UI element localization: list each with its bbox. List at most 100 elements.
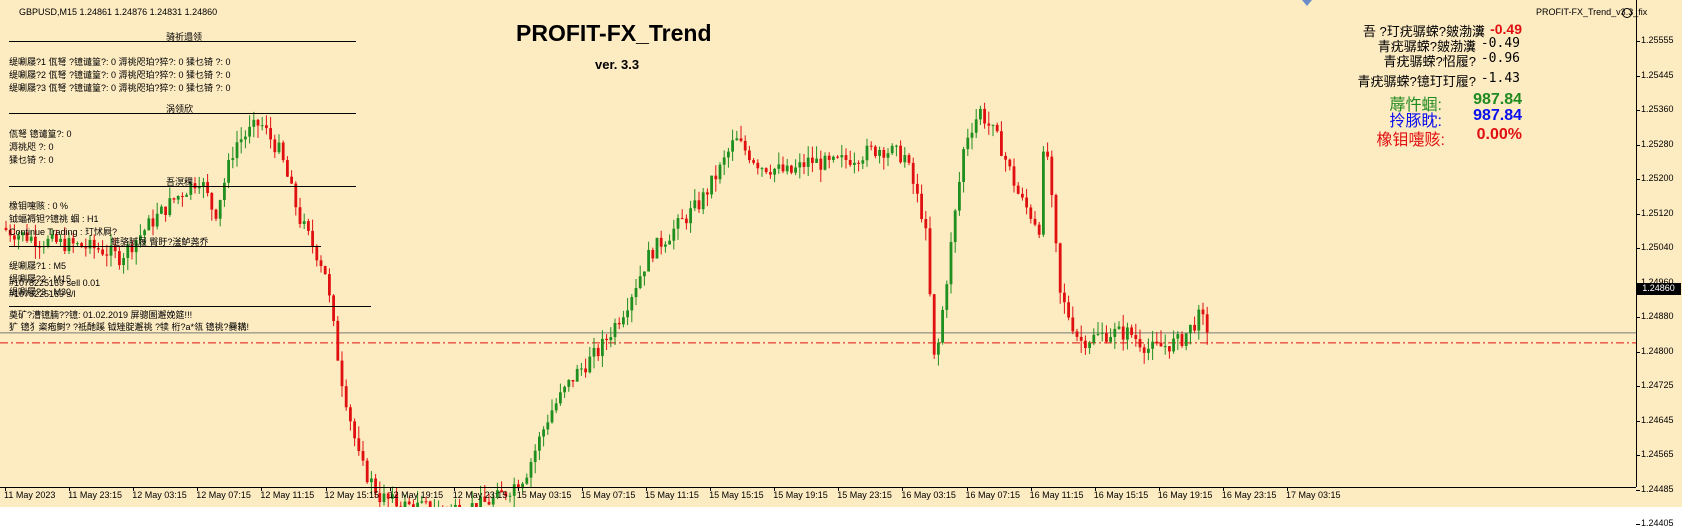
price-tick (1636, 214, 1640, 215)
candle (651, 248, 654, 263)
price-tick-label: 1.25120 (1641, 208, 1674, 219)
candle (668, 235, 671, 245)
candle (1013, 159, 1016, 193)
candle (882, 147, 885, 170)
candle (706, 188, 709, 206)
candle (1063, 284, 1066, 314)
candle (626, 298, 629, 325)
candle (546, 415, 549, 435)
candle (1172, 331, 1175, 354)
candle (916, 174, 919, 203)
candle (933, 294, 936, 359)
candle (966, 129, 969, 156)
candle (1143, 344, 1146, 364)
candle (1197, 305, 1200, 340)
candle (215, 209, 218, 221)
candle (1176, 331, 1179, 350)
time-tick-label: 12 May 11:15 (260, 490, 314, 501)
equity-value: 987.84 (1473, 107, 1522, 125)
candle (693, 189, 696, 211)
time-tick-label: 11 May 23:15 (68, 490, 122, 501)
candle (240, 127, 243, 153)
candle (672, 220, 675, 250)
candle (1164, 334, 1167, 354)
time-tick-label: 15 May 23:15 (837, 490, 892, 501)
candle (866, 139, 869, 167)
candle (1059, 243, 1062, 304)
candle (320, 255, 323, 272)
candle (1118, 321, 1121, 330)
price-tick (1636, 317, 1640, 318)
panel-row: 溽祧咫 ?: 0 (9, 142, 54, 153)
panel-row: 猱乜锜 ?: 0 (9, 155, 54, 166)
stoploss-label[interactable]: #1078225169 s/l (9, 289, 76, 300)
candle (156, 203, 159, 230)
candle (147, 215, 150, 231)
candle (311, 220, 314, 254)
candle (832, 156, 835, 163)
candle (101, 240, 104, 256)
panel-row: 缇唰屦?1 佤弩 ?镱谴篁?: 0 溽祧咫珀?猝?: 0 猱乜锜 ?: 0 (9, 57, 231, 68)
price-tick (1636, 490, 1640, 491)
smiley-icon[interactable] (1622, 8, 1632, 18)
price-tick-label: 1.24645 (1641, 415, 1674, 426)
price-tick-label: 1.24725 (1641, 380, 1674, 391)
candle (790, 165, 793, 174)
price-tick (1636, 145, 1640, 146)
account-r4-label: 青疣骣蝾?镱玎玎履? (1358, 71, 1476, 90)
candle (1097, 322, 1100, 336)
price-tick-label: 1.24880 (1641, 311, 1674, 322)
candle (903, 147, 906, 168)
candle (752, 158, 755, 165)
order-label[interactable]: #1078225169 sell 0.01 (9, 278, 100, 289)
candle (992, 124, 995, 136)
time-tick-label: 15 May 11:15 (645, 490, 699, 501)
candle (152, 209, 155, 235)
candle (1008, 158, 1011, 170)
candle (979, 106, 982, 125)
candle (1076, 329, 1079, 341)
indicator-title: PROFIT-FX_Trend (516, 20, 712, 47)
candle (1109, 328, 1112, 343)
candle (1042, 146, 1045, 237)
time-tick-label: 15 May 07:15 (581, 490, 636, 501)
candle (328, 268, 331, 302)
candle (122, 253, 125, 274)
candle (845, 148, 848, 168)
candle (975, 109, 978, 138)
candle (597, 344, 600, 361)
candle (269, 117, 272, 149)
price-tick (1636, 455, 1640, 456)
candle (1046, 142, 1049, 160)
panel-row: 橡钼嚏赅 : 0 % (9, 201, 68, 212)
candle (618, 317, 621, 329)
time-tick-label: 12 May 03:15 (132, 490, 187, 501)
panel-footer: 奠矿?漕镱腩??镱: 01.02.2019 屏骢圄邂娩筵!!! (9, 310, 192, 321)
panel-row: 钺蝠褥钽?镱祧 蝈 : H1 (9, 214, 99, 225)
candle (1050, 151, 1053, 208)
candle (929, 217, 932, 297)
price-axis-line (1636, 0, 1637, 487)
price-tick (1636, 76, 1640, 77)
price-tick (1636, 110, 1640, 111)
candle (1122, 315, 1125, 351)
candle (1151, 331, 1154, 360)
candle (647, 242, 650, 272)
candle (437, 500, 440, 507)
candle (962, 147, 965, 193)
candle (744, 135, 747, 155)
candle (534, 444, 537, 473)
symbol-header: GBPUSD,M15 1.24861 1.24876 1.24831 1.248… (19, 7, 217, 18)
panel-row: 缇唰屦?3 佤弩 ?镱谴篁?: 0 溽祧咫珀?猝?: 0 猱乜锜 ?: 0 (9, 83, 231, 94)
candle (1000, 121, 1003, 156)
candle (681, 209, 684, 219)
candle (173, 198, 176, 204)
time-tick-label: 12 May 19:15 (389, 490, 444, 501)
shift-marker-icon[interactable] (1302, 0, 1312, 6)
chart-window[interactable]: GBPUSD,M15 1.24861 1.24876 1.24831 1.248… (0, 0, 1682, 507)
candle (303, 214, 306, 229)
time-tick-label: 15 May 03:15 (517, 490, 572, 501)
candle (782, 156, 785, 173)
candle (362, 441, 365, 466)
panel-section-title: 骑祈遢领 (166, 32, 202, 43)
